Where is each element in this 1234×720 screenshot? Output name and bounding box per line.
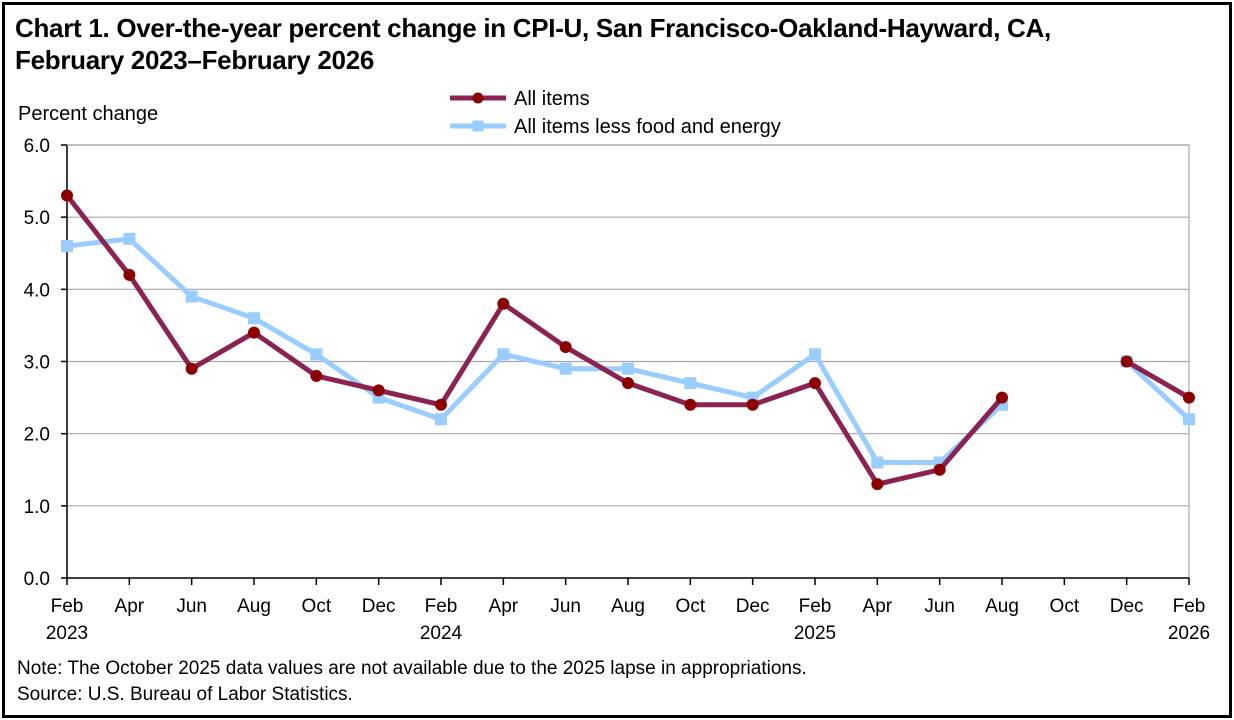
data-point-all-items: [933, 463, 946, 476]
legend-label-core: All items less food and energy: [514, 116, 781, 138]
x-tick-label: Jun: [924, 596, 955, 617]
data-point-all-items: [61, 189, 73, 202]
x-tick-label: Feb: [51, 596, 84, 617]
data-point-core: [61, 240, 73, 253]
x-tick-label: Aug: [237, 596, 271, 617]
chart-title-line-2: February 2023–February 2026: [15, 45, 375, 75]
x-tick-label: Feb: [425, 596, 458, 617]
data-point-all-items: [123, 268, 136, 281]
data-point-all-items: [435, 398, 447, 411]
data-point-all-items: [185, 362, 198, 375]
data-point-core: [622, 362, 634, 375]
chart-title-line-1: Chart 1. Over-the-year percent change in…: [15, 13, 1051, 43]
x-tick-label: Oct: [1050, 596, 1080, 617]
y-tick-label: 6.0: [24, 136, 50, 157]
data-point-all-items: [1120, 355, 1133, 368]
x-tick-label: Oct: [676, 596, 706, 617]
data-point-core: [1183, 413, 1195, 426]
data-point-core: [185, 290, 198, 303]
x-tick-label: Dec: [736, 596, 770, 617]
series-line-core: [1124, 359, 1191, 422]
y-tick-label: 3.0: [24, 353, 50, 374]
data-point-core: [559, 362, 572, 375]
y-tick-label: 2.0: [24, 425, 50, 446]
y-tick-label: 0.0: [24, 569, 50, 590]
x-year-label: 2025: [794, 623, 836, 644]
y-tick-label: 4.0: [24, 280, 50, 301]
x-tick-label: Aug: [985, 596, 1019, 617]
x-tick-label: Feb: [799, 596, 832, 617]
x-year-label: 2026: [1168, 623, 1210, 644]
x-tick-label: Oct: [302, 596, 332, 617]
y-tick-label: 1.0: [24, 497, 50, 518]
data-point-all-items: [310, 369, 323, 382]
data-point-core: [435, 413, 447, 426]
data-point-all-items: [622, 377, 634, 390]
x-tick-label: Dec: [362, 596, 396, 617]
source-note: Source: U.S. Bureau of Labor Statistics.: [17, 684, 353, 705]
legend-label-all-items: All items: [514, 88, 590, 110]
x-tick-label: Jun: [550, 596, 581, 617]
data-point-core: [248, 312, 260, 325]
data-point-all-items: [746, 398, 759, 411]
y-tick-label: 5.0: [24, 208, 50, 229]
data-point-all-items: [372, 384, 385, 397]
data-point-all-items: [248, 326, 260, 339]
x-year-label: 2024: [420, 623, 463, 644]
x-tick-label: Apr: [489, 596, 519, 617]
legend-swatch-all-items: [450, 92, 506, 104]
data-point-all-items: [497, 297, 510, 310]
x-tick-label: Apr: [863, 596, 893, 617]
y-axis-label: Percent change: [18, 103, 159, 125]
footer: Note: The October 2025 data values are n…: [17, 656, 807, 708]
data-point-core: [809, 348, 821, 361]
x-tick-label: Jun: [176, 596, 207, 617]
series-line-all-items: [1125, 359, 1191, 400]
x-tick-label: Feb: [1173, 596, 1206, 617]
data-point-all-items: [1183, 391, 1195, 404]
data-point-core: [310, 348, 323, 361]
data-point-core: [123, 232, 136, 245]
x-tick-label: Apr: [115, 596, 145, 617]
x-tick-label: Dec: [1110, 596, 1144, 617]
data-point-core: [497, 348, 510, 361]
data-point-core: [684, 377, 697, 390]
series-line-all-items: [65, 193, 1004, 487]
data-point-all-items: [871, 478, 884, 491]
x-tick-label: Aug: [611, 596, 645, 617]
chart-title: Chart 1. Over-the-year percent change in…: [15, 12, 1051, 76]
data-point-all-items: [996, 391, 1008, 404]
data-point-all-items: [559, 341, 572, 354]
data-point-all-items: [684, 398, 697, 411]
data-point-core: [871, 456, 884, 469]
footnote: Note: The October 2025 data values are n…: [17, 658, 807, 679]
x-year-label: 2023: [46, 623, 88, 644]
legend-swatch-core: [450, 120, 506, 132]
data-point-all-items: [809, 377, 821, 390]
series-line-core: [66, 236, 1004, 466]
